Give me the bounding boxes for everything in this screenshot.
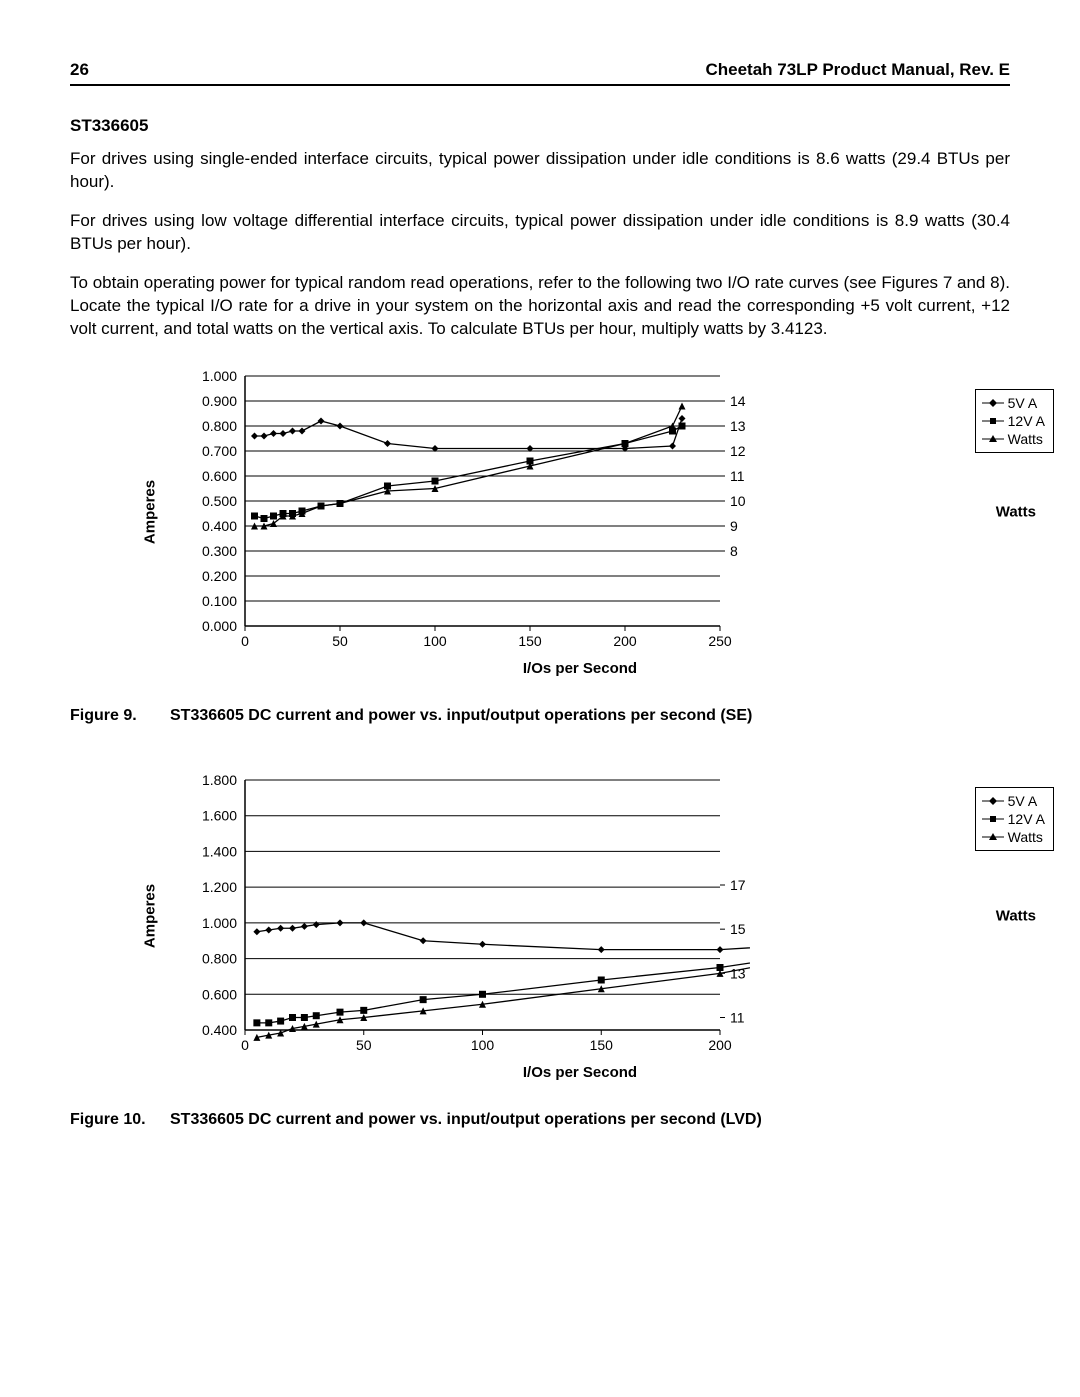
figure-10-legend: 5V A 12V A Watts [975,787,1054,852]
svg-text:0.700: 0.700 [202,443,237,459]
svg-text:1.600: 1.600 [202,807,237,823]
page-number: 26 [70,60,89,80]
svg-text:150: 150 [518,633,542,649]
svg-text:0.600: 0.600 [202,986,237,1002]
svg-text:100: 100 [423,633,447,649]
figure-9-ylabel-left: Amperes [142,480,159,544]
svg-text:13: 13 [730,418,746,434]
figure-9-ylabel-right: Watts [996,504,1036,521]
svg-text:9: 9 [730,518,738,534]
svg-text:0.600: 0.600 [202,468,237,484]
svg-text:0: 0 [241,1037,249,1053]
svg-text:0.100: 0.100 [202,593,237,609]
svg-text:150: 150 [590,1037,614,1053]
svg-text:0.900: 0.900 [202,393,237,409]
legend-12v: 12V A [1008,412,1045,430]
legend-watts: Watts [1008,430,1043,448]
figure-10-caption: Figure 10.ST336605 DC current and power … [70,1111,1010,1129]
svg-text:0.400: 0.400 [202,1022,237,1038]
figure-10-chart: 0.400 0.600 0.800 1.000 1.200 1.400 1.600 1.800… [190,775,970,1058]
svg-text:0.300: 0.300 [202,543,237,559]
svg-text:1.400: 1.400 [202,843,237,859]
svg-text:50: 50 [332,633,348,649]
figure-10-ylabel-right: Watts [996,908,1036,925]
svg-text:1.000: 1.000 [202,371,237,384]
svg-text:1.200: 1.200 [202,879,237,895]
svg-text:200: 200 [708,1037,732,1053]
chart-svg: 0.400 0.600 0.800 1.000 1.200 1.400 1.600 1.800… [190,775,750,1058]
figure-9: 0.000 0.100 0.200 0.300 0.400 0.500 0.600 0.700… [70,371,1010,725]
figure-10: 0.400 0.600 0.800 1.000 1.200 1.400 1.600 1.800… [70,775,1010,1129]
section-heading: ST336605 [70,116,1010,136]
legend-12v: 12V A [1008,810,1045,828]
svg-text:0.800: 0.800 [202,418,237,434]
svg-text:11: 11 [730,1009,745,1025]
paragraph-1: For drives using single-ended interface … [70,148,1010,194]
legend-watts: Watts [1008,828,1043,846]
svg-text:50: 50 [356,1037,372,1053]
figure-9-xlabel: I/Os per Second [190,660,970,677]
svg-text:15: 15 [730,921,746,937]
manual-title: Cheetah 73LP Product Manual, Rev. E [705,60,1010,80]
svg-text:0: 0 [241,633,249,649]
figure-10-xlabel: I/Os per Second [190,1064,970,1081]
svg-text:0.500: 0.500 [202,493,237,509]
svg-text:10: 10 [730,493,746,509]
figure-9-caption: Figure 9.ST336605 DC current and power v… [70,707,1010,725]
paragraph-2: For drives using low voltage differentia… [70,210,1010,256]
svg-text:11: 11 [730,468,745,484]
figure-9-legend: 5V A 12V A Watts [975,389,1054,454]
svg-text:200: 200 [613,633,637,649]
svg-text:0.200: 0.200 [202,568,237,584]
svg-text:0.400: 0.400 [202,518,237,534]
page-header: 26 Cheetah 73LP Product Manual, Rev. E [70,60,1010,86]
svg-text:0.000: 0.000 [202,618,237,634]
legend-5v: 5V A [1008,792,1038,810]
chart-svg: 0.000 0.100 0.200 0.300 0.400 0.500 0.600 0.700… [190,371,750,654]
svg-text:0.800: 0.800 [202,950,237,966]
figure-9-chart: 0.000 0.100 0.200 0.300 0.400 0.500 0.600 0.700… [190,371,970,654]
svg-text:250: 250 [708,633,732,649]
svg-text:14: 14 [730,393,746,409]
svg-text:1.800: 1.800 [202,775,237,788]
paragraph-3: To obtain operating power for typical ra… [70,272,1010,341]
svg-text:8: 8 [730,543,738,559]
svg-text:17: 17 [730,877,746,893]
svg-text:12: 12 [730,443,746,459]
svg-text:100: 100 [471,1037,495,1053]
svg-text:13: 13 [730,965,746,981]
legend-5v: 5V A [1008,394,1038,412]
figure-10-ylabel-left: Amperes [142,884,159,948]
svg-text:1.000: 1.000 [202,914,237,930]
